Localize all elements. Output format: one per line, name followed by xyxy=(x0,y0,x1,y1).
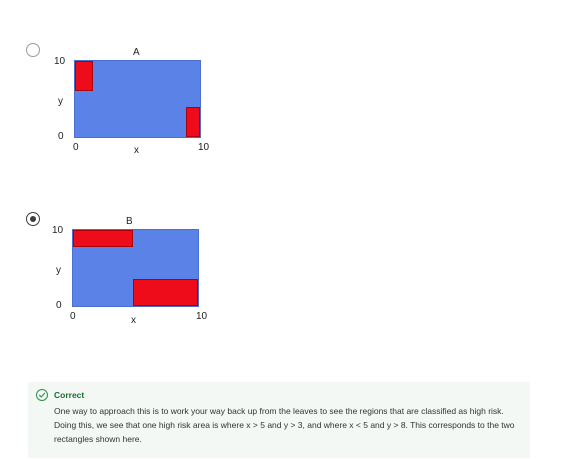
chart-a-x-tick-right: 10 xyxy=(198,142,210,153)
chart-b-y-tick-bottom: 0 xyxy=(56,300,62,311)
check-circle-icon xyxy=(36,389,48,401)
chart-a-plot-area xyxy=(74,60,201,138)
chart-b-ylabel: y xyxy=(56,265,61,276)
checkmark-icon xyxy=(38,392,46,398)
chart-b-plot-area xyxy=(72,229,199,307)
feedback-title: Correct xyxy=(54,390,85,400)
option-a-radio[interactable] xyxy=(26,43,40,57)
chart-b-x-tick-left: 0 xyxy=(70,311,76,322)
radio-dot xyxy=(29,215,36,222)
chart-b-title: B xyxy=(126,216,133,227)
chart-a-y-tick-bottom: 0 xyxy=(58,131,64,142)
chart-b-y-tick-top: 10 xyxy=(52,225,64,236)
chart-b-high-risk-region-1 xyxy=(73,230,133,247)
feedback-text: One way to approach this is to work your… xyxy=(54,406,515,444)
chart-a-xlabel: x xyxy=(134,145,139,156)
feedback-panel: Correct One way to approach this is to w… xyxy=(28,382,530,458)
chart-b-xlabel: x xyxy=(131,315,136,326)
chart-a-ylabel: y xyxy=(58,96,63,107)
chart-b-high-risk-region-2 xyxy=(133,278,198,306)
chart-b-x-tick-right: 10 xyxy=(196,311,208,322)
option-b-radio[interactable] xyxy=(26,212,40,226)
chart-a-high-risk-region-1 xyxy=(75,61,93,91)
chart-a-high-risk-region-2 xyxy=(186,107,200,137)
chart-a-title: A xyxy=(133,47,140,58)
chart-a-x-tick-left: 0 xyxy=(73,142,79,153)
chart-a-y-tick-top: 10 xyxy=(54,56,66,67)
